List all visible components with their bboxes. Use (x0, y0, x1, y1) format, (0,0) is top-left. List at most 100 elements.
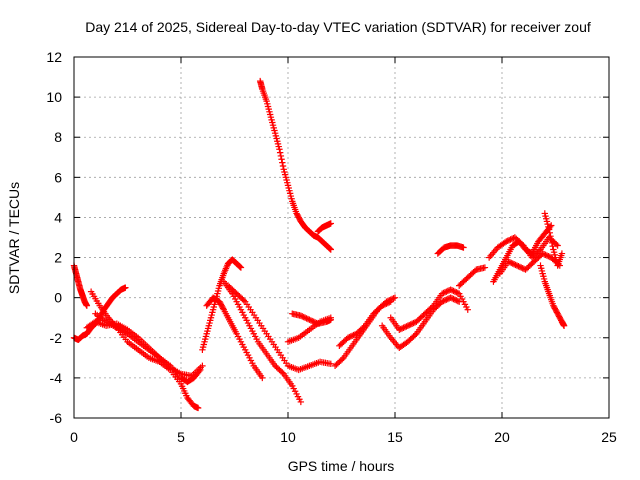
data-point (543, 252, 551, 259)
series-arc-a (70, 262, 91, 309)
data-point (339, 355, 346, 363)
data-point (505, 236, 513, 244)
data-point (236, 263, 243, 270)
data-point (350, 331, 357, 339)
gridlines (74, 57, 609, 418)
y-tick-label: -6 (50, 410, 63, 426)
data-point (504, 237, 511, 245)
series-arc-f (199, 256, 245, 354)
data-point (438, 298, 446, 305)
data-point (387, 298, 394, 305)
series-arc-s (456, 264, 489, 289)
data-point (520, 265, 528, 273)
series-arc-e (92, 310, 206, 380)
data-point (503, 238, 510, 245)
data-point (512, 261, 519, 269)
data-point (327, 220, 334, 227)
series-arc-i (224, 282, 334, 374)
y-axis-label: SDTVAR / TECUs (6, 182, 22, 294)
data-point (507, 236, 514, 243)
data-point (259, 374, 266, 382)
data-point (299, 313, 306, 320)
data-point (448, 287, 456, 294)
x-tick-label: 10 (280, 429, 296, 445)
data-point (306, 316, 313, 323)
data-point (518, 240, 526, 248)
data-point (441, 297, 449, 304)
data-point (505, 258, 512, 265)
data-point (454, 289, 461, 297)
data-point (558, 250, 566, 257)
data-point (381, 301, 389, 308)
x-tick-label: 15 (387, 429, 403, 445)
data-point (384, 299, 392, 307)
data-point (560, 322, 568, 329)
data-point (453, 297, 460, 304)
data-point (548, 239, 556, 247)
data-point (349, 332, 356, 339)
data-point (279, 159, 286, 166)
data-point (83, 302, 91, 309)
data-point (464, 306, 471, 313)
data-point (297, 312, 305, 319)
data-point (398, 325, 406, 332)
data-point (326, 244, 333, 252)
data-point (327, 316, 334, 323)
data-point (327, 246, 334, 253)
data-point (378, 302, 386, 309)
x-tick-label: 0 (70, 429, 78, 445)
y-tick-label: -2 (50, 330, 63, 346)
data-point (553, 240, 560, 248)
data-point (122, 284, 129, 291)
data-point (447, 294, 454, 301)
data-point (310, 318, 317, 325)
series-arc-r (434, 242, 467, 257)
y-tick-label: 0 (54, 290, 62, 306)
data-point (554, 242, 561, 249)
chart-title: Day 214 of 2025, Sidereal Day-to-day VTE… (85, 19, 591, 35)
data-point (346, 333, 353, 341)
data-point (460, 244, 467, 251)
data-point (304, 315, 312, 323)
series-arc-o (336, 298, 394, 349)
data-point (401, 323, 409, 331)
data-point (510, 234, 517, 242)
axis-ticks (73, 56, 610, 419)
data-point (278, 156, 285, 163)
data-point (440, 289, 447, 297)
series-arc-m (289, 310, 334, 327)
data-point (542, 251, 549, 259)
data-point (408, 320, 416, 327)
data-point (360, 323, 367, 331)
data-point (199, 362, 206, 370)
data-point (279, 162, 287, 170)
data-point (276, 146, 283, 153)
data-point (506, 259, 514, 266)
data-point (237, 264, 245, 271)
series-arc-w (541, 210, 566, 269)
data-point (548, 236, 555, 243)
data-point (301, 314, 309, 321)
data-point (327, 360, 334, 368)
series-arc-g (203, 294, 266, 382)
data-point (539, 250, 546, 257)
data-point (407, 321, 414, 328)
data-point (326, 245, 334, 253)
x-tick-label: 20 (494, 429, 510, 445)
data-point (549, 242, 556, 250)
data-point (454, 297, 461, 305)
data-point (440, 297, 447, 305)
data-point (240, 297, 247, 304)
y-tick-label: -4 (50, 370, 63, 386)
data-point (279, 369, 286, 376)
data-point (297, 398, 305, 406)
data-point (219, 305, 227, 312)
data-point (545, 253, 552, 260)
tick-labels: 0 5 10 15 20 25 -6 -4 -2 0 2 4 6 8 10 12 (46, 49, 617, 445)
data-point (347, 333, 354, 340)
data-point (428, 303, 436, 311)
data-point (344, 334, 352, 341)
data-point (453, 289, 460, 296)
data-point (403, 323, 410, 330)
y-tick-label: 2 (54, 250, 62, 266)
